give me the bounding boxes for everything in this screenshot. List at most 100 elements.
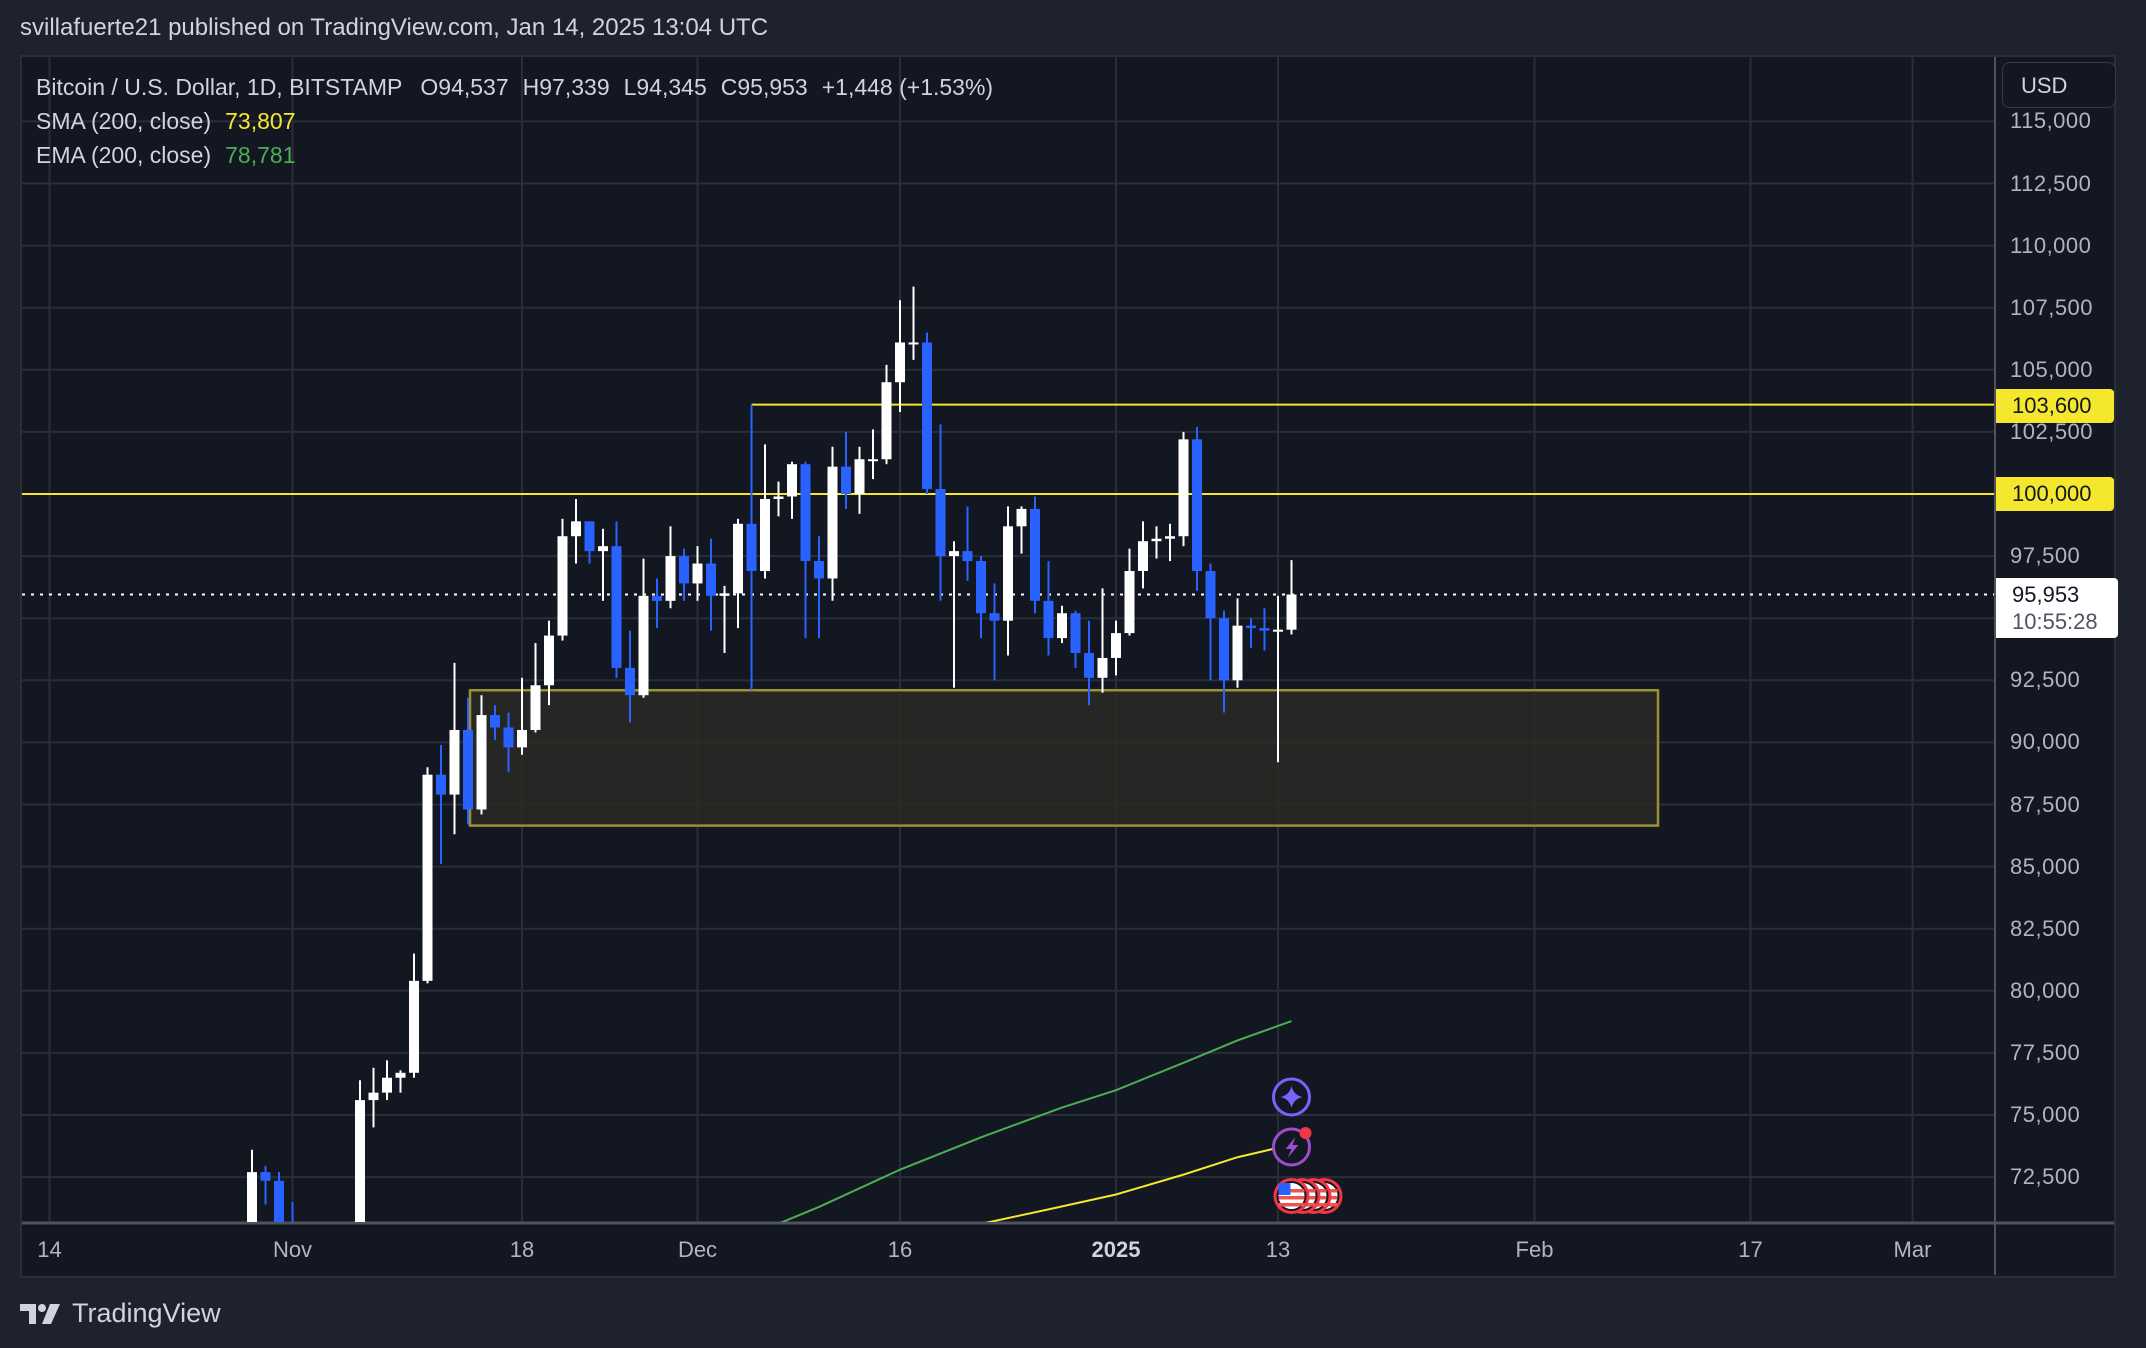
candle-body[interactable] xyxy=(449,729,460,795)
candle-body[interactable] xyxy=(476,715,487,810)
candle-body[interactable] xyxy=(841,466,851,494)
candle-body[interactable] xyxy=(1111,633,1121,658)
candle-body[interactable] xyxy=(773,496,784,499)
price-tick: 105,000 xyxy=(2010,356,2094,382)
candle-body[interactable] xyxy=(557,536,568,636)
candle-body[interactable] xyxy=(260,1172,271,1181)
candle-body[interactable] xyxy=(382,1077,392,1093)
sma-value: 73,807 xyxy=(225,108,296,134)
candle-body[interactable] xyxy=(949,551,959,557)
currency-button[interactable]: USD xyxy=(2002,62,2116,108)
candle-body[interactable] xyxy=(868,459,878,462)
candle-body[interactable] xyxy=(962,551,973,562)
candle-body[interactable] xyxy=(625,667,635,696)
candle-body[interactable] xyxy=(395,1072,406,1078)
candle-body[interactable] xyxy=(503,727,514,748)
candle-body[interactable] xyxy=(517,729,527,748)
candle-body[interactable] xyxy=(247,1172,257,1242)
candle-body[interactable] xyxy=(1178,439,1189,537)
sma-200-line xyxy=(985,1143,1292,1222)
candle-body[interactable] xyxy=(719,593,730,596)
candle-body[interactable] xyxy=(315,1257,325,1272)
candle-body[interactable] xyxy=(463,729,473,810)
candle-body[interactable] xyxy=(881,382,892,460)
candle-body[interactable] xyxy=(274,1180,284,1233)
last-price-value: 95,953 xyxy=(2012,582,2080,607)
candle-body[interactable] xyxy=(706,563,716,596)
ema-200-line xyxy=(779,1020,1292,1222)
sma-label: SMA (200, close) xyxy=(36,108,212,134)
candle-body[interactable] xyxy=(1286,594,1297,630)
candle-body[interactable] xyxy=(800,464,811,562)
candle-body[interactable] xyxy=(1232,625,1243,681)
level-tag-103600: 103,600 xyxy=(1996,389,2114,423)
candle-body[interactable] xyxy=(935,489,946,557)
candle-body[interactable] xyxy=(571,521,581,537)
price-tick: 110,000 xyxy=(2010,232,2092,258)
price-tick: 77,500 xyxy=(2010,1039,2081,1065)
candle-body[interactable] xyxy=(490,715,500,728)
candle-body[interactable] xyxy=(1219,618,1229,681)
flag-canton xyxy=(1278,1183,1291,1195)
candle-body[interactable] xyxy=(355,1100,365,1254)
candle-body[interactable] xyxy=(1273,629,1283,632)
candle-body[interactable] xyxy=(409,980,419,1073)
candle-body[interactable] xyxy=(1043,600,1054,639)
candle-body[interactable] xyxy=(760,498,770,572)
candle-body[interactable] xyxy=(827,466,838,579)
candle-body[interactable] xyxy=(652,595,662,601)
ema-value: 78,781 xyxy=(225,142,296,168)
candle-body[interactable] xyxy=(1165,536,1175,539)
candle-body[interactable] xyxy=(922,342,932,490)
sma-row[interactable]: SMA (200, close) 73,807 xyxy=(36,104,1007,138)
candle-body[interactable] xyxy=(679,556,689,584)
candle-body[interactable] xyxy=(1151,538,1162,542)
candle-body[interactable] xyxy=(1192,439,1202,572)
candle-body[interactable] xyxy=(1097,657,1108,678)
candle-body[interactable] xyxy=(908,342,919,345)
candle-body[interactable] xyxy=(584,521,595,552)
symbol-title[interactable]: Bitcoin / U.S. Dollar, 1D, BITSTAMP xyxy=(36,74,403,100)
candle-body[interactable] xyxy=(1205,571,1216,619)
candle-body[interactable] xyxy=(1030,508,1040,601)
candle-body[interactable] xyxy=(692,563,703,584)
candle-body[interactable] xyxy=(1138,541,1148,572)
candle-body[interactable] xyxy=(611,546,622,668)
candle-body[interactable] xyxy=(1057,613,1067,639)
candle-body[interactable] xyxy=(544,635,554,686)
ohlc-high: H97,339 xyxy=(522,74,610,100)
support-zone-box[interactable] xyxy=(468,688,1660,827)
candle-body[interactable] xyxy=(746,523,757,572)
candle-body[interactable] xyxy=(1124,571,1135,634)
price-tick: 97,500 xyxy=(2010,543,2081,569)
tradingview-logo-icon xyxy=(20,1303,60,1324)
sparkle-glyph xyxy=(1280,1086,1303,1108)
candle-body[interactable] xyxy=(665,556,676,601)
candle-body[interactable] xyxy=(1259,628,1270,631)
candle-body[interactable] xyxy=(1246,625,1256,629)
time-tick: 13 xyxy=(1265,1237,1291,1262)
candle-body[interactable] xyxy=(787,464,797,497)
candle-body[interactable] xyxy=(436,774,446,795)
ema-row[interactable]: EMA (200, close) 78,781 xyxy=(36,138,1007,172)
candle-body[interactable] xyxy=(368,1092,379,1101)
candle-body[interactable] xyxy=(1070,613,1081,653)
candle-body[interactable] xyxy=(530,685,541,730)
tradingview-brand[interactable]: TradingView xyxy=(20,1298,221,1329)
candle-body[interactable] xyxy=(854,459,865,494)
price-tick: 102,500 xyxy=(2010,418,2094,444)
candle-body[interactable] xyxy=(1016,508,1027,527)
candle-body[interactable] xyxy=(814,561,824,579)
candle-body[interactable] xyxy=(733,523,743,594)
candle-body[interactable] xyxy=(342,1254,352,1294)
candle-body[interactable] xyxy=(328,1271,338,1293)
candle-body[interactable] xyxy=(638,595,649,696)
candle-body[interactable] xyxy=(976,561,986,614)
candle-body[interactable] xyxy=(895,342,905,383)
candle-body[interactable] xyxy=(598,546,608,552)
candle-body[interactable] xyxy=(1084,652,1094,678)
candle-body[interactable] xyxy=(422,774,433,981)
candle-body[interactable] xyxy=(989,613,1000,621)
candle-body[interactable] xyxy=(1003,526,1013,621)
